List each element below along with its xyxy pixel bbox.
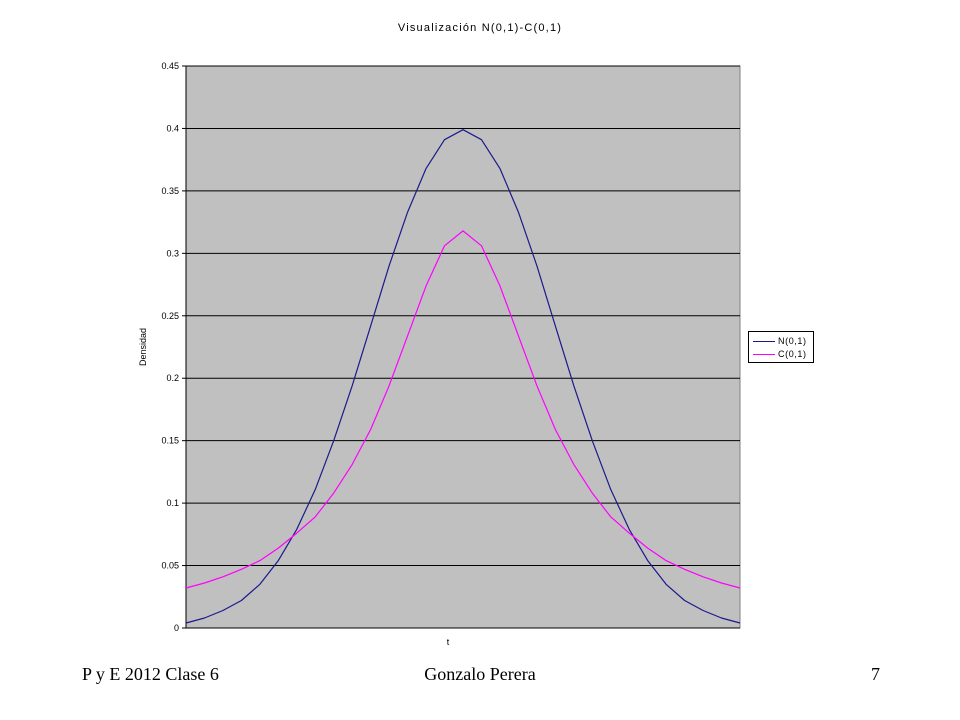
chart-title: Visualización N(0,1)-C(0,1) bbox=[397, 22, 563, 34]
y-tick-label: 0.2 bbox=[166, 373, 179, 383]
footer-course: P y E 2012 Clase 6 bbox=[82, 664, 219, 684]
y-axis-label: Densidad bbox=[138, 328, 148, 366]
chart-legend: N(0,1) C(0,1) bbox=[748, 331, 814, 363]
legend-label-normal: N(0,1) bbox=[778, 336, 807, 346]
legend-swatch-normal bbox=[753, 340, 775, 342]
y-tick-label: 0.45 bbox=[161, 61, 179, 71]
plot-area bbox=[185, 65, 741, 629]
y-tick-label: 0 bbox=[174, 623, 179, 633]
legend-item-normal: N(0,1) bbox=[753, 335, 807, 347]
y-tick-label: 0.15 bbox=[161, 436, 179, 446]
legend-item-cauchy: C(0,1) bbox=[753, 348, 807, 360]
legend-swatch-cauchy bbox=[753, 353, 775, 355]
y-tick-label: 0.4 bbox=[166, 123, 179, 133]
y-tick-label: 0.35 bbox=[161, 186, 179, 196]
legend-label-cauchy: C(0,1) bbox=[778, 349, 807, 359]
y-tick-label: 0.05 bbox=[161, 561, 179, 571]
footer-page-number: 7 bbox=[871, 664, 880, 684]
y-tick-label: 0.1 bbox=[166, 498, 179, 508]
footer-author: Gonzalo Perera bbox=[424, 664, 536, 684]
y-tick-label: 0.25 bbox=[161, 311, 179, 321]
x-axis-label: t bbox=[447, 637, 450, 647]
series-line-cauchy bbox=[185, 230, 741, 589]
y-tick-label: 0.3 bbox=[166, 248, 179, 258]
series-line-normal bbox=[185, 129, 741, 624]
